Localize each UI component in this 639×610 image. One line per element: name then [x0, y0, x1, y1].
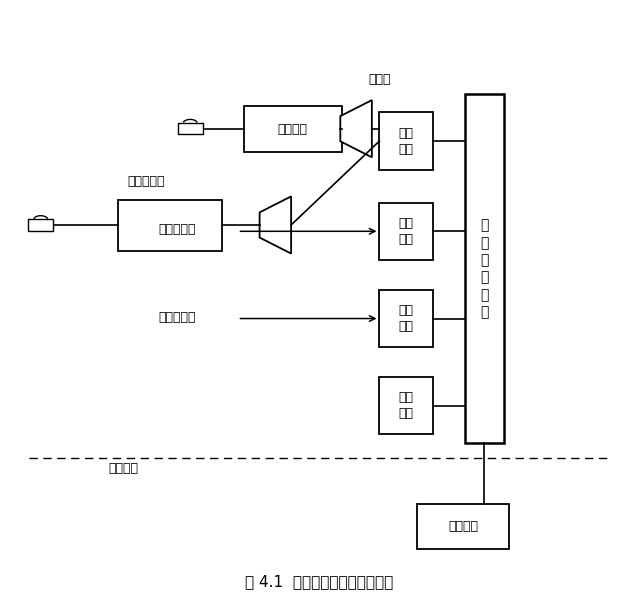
Text: 数字中继线: 数字中继线: [158, 223, 196, 236]
Bar: [417, 503, 509, 548]
Text: 用户级: 用户级: [368, 73, 390, 86]
Text: 模拟中继线: 模拟中继线: [158, 310, 196, 323]
Text: 信令
部件: 信令 部件: [399, 391, 413, 420]
Bar: [28, 220, 53, 231]
Bar: [178, 123, 203, 134]
Text: 用户电路: 用户电路: [278, 123, 308, 135]
Text: 数字
终端: 数字 终端: [399, 217, 413, 246]
Text: 数字
终端: 数字 终端: [399, 126, 413, 156]
Text: 模拟
终端: 模拟 终端: [399, 304, 413, 333]
Text: 数
字
交
换
网
络: 数 字 交 换 网 络: [480, 218, 488, 319]
Polygon shape: [341, 100, 372, 157]
Text: 控制设备: 控制设备: [448, 520, 478, 533]
Text: 图 4.1  程控数字交换机基本结构: 图 4.1 程控数字交换机基本结构: [245, 574, 394, 589]
Text: 话路设备: 话路设备: [108, 462, 138, 475]
Polygon shape: [259, 196, 291, 254]
Text: 远端用户级: 远端用户级: [127, 175, 165, 188]
Bar: [380, 203, 433, 260]
Bar: [118, 199, 222, 251]
Bar: [380, 112, 433, 170]
Bar: [380, 290, 433, 347]
Bar: [380, 377, 433, 434]
Bar: [244, 107, 342, 151]
Bar: [465, 95, 504, 443]
